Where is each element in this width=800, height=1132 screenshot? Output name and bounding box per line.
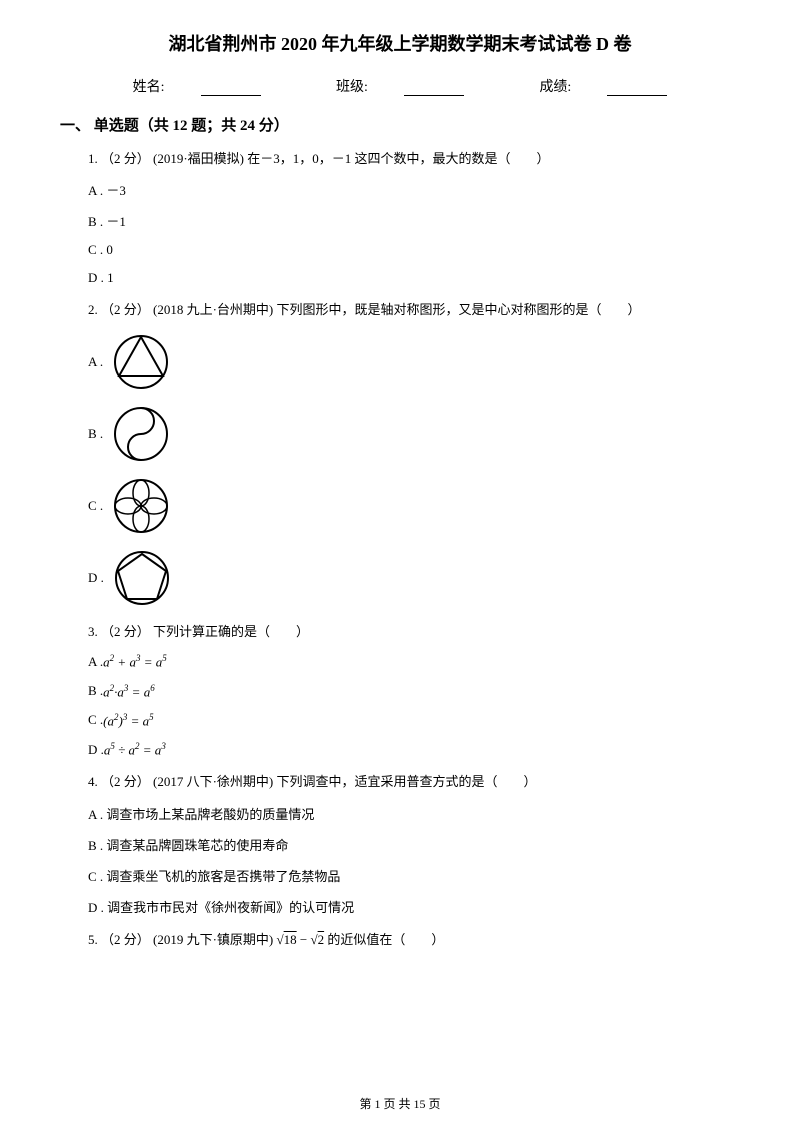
q2-optB-label: B .: [88, 426, 103, 442]
q4-option-b: B . 调查某品牌圆珠笔芯的使用寿命: [88, 835, 740, 854]
q5-suffix: 的近似值在（ ）: [327, 932, 444, 947]
q3-option-a: A . a2 + a3 = a5: [88, 653, 740, 670]
q3-optC-prefix: C .: [88, 712, 103, 728]
q2-text: 2. （2 分） (2018 九上·台州期中) 下列图形中，既是轴对称图形，又是…: [88, 298, 740, 321]
q3-option-c: C . (a2)3 = a5: [88, 712, 740, 729]
q3-option-b: B . a2·a3 = a6: [88, 683, 740, 700]
name-blank: [201, 82, 261, 96]
triangle-in-circle-icon: [111, 332, 171, 392]
q3-optC-formula: (a2)3 = a5: [103, 712, 153, 729]
q1-option-c: C . 0: [88, 242, 740, 258]
q3-text: 3. （2 分） 下列计算正确的是（ ）: [88, 620, 740, 643]
page-footer: 第 1 页 共 15 页: [0, 1095, 800, 1112]
q2-option-d: D .: [88, 548, 740, 608]
class-blank: [404, 82, 464, 96]
q3-optB-prefix: B .: [88, 683, 103, 699]
petals-in-circle-icon: [111, 476, 171, 536]
q1-option-a: A . －3: [88, 180, 740, 199]
yinyang-icon: [111, 404, 171, 464]
q2-optC-label: C .: [88, 498, 103, 514]
q5-formula: √18 − √2: [277, 932, 325, 947]
q2-optD-label: D .: [88, 570, 104, 586]
q2-option-b: B .: [88, 404, 740, 464]
q2-optA-label: A .: [88, 354, 103, 370]
score-label: 成绩:: [539, 80, 571, 95]
q3-optA-formula: a2 + a3 = a5: [103, 653, 167, 670]
q3-option-d: D . a5 ÷ a2 = a3: [88, 741, 740, 758]
q3-optA-prefix: A .: [88, 654, 103, 670]
q4-option-a: A . 调查市场上某品牌老酸奶的质量情况: [88, 804, 740, 823]
q1-option-b: B . －1: [88, 211, 740, 230]
q3-optD-prefix: D .: [88, 742, 104, 758]
class-label: 班级:: [336, 80, 368, 95]
section-1-header: 一、 单选题（共 12 题；共 24 分）: [60, 114, 740, 135]
q5-text: 5. （2 分） (2019 九下·镇原期中) √18 − √2 的近似值在（ …: [88, 928, 740, 951]
q4-option-c: C . 调查乘坐飞机的旅客是否携带了危禁物品: [88, 866, 740, 885]
q4-option-d: D . 调查我市市民对《徐州夜新闻》的认可情况: [88, 897, 740, 916]
pentagon-in-circle-icon: [112, 548, 172, 608]
q5-prefix: 5. （2 分） (2019 九下·镇原期中): [88, 932, 277, 947]
q3-optB-formula: a2·a3 = a6: [103, 683, 155, 700]
q2-option-a: A .: [88, 332, 740, 392]
q2-option-c: C .: [88, 476, 740, 536]
q4-text: 4. （2 分） (2017 八下·徐州期中) 下列调查中，适宜采用普查方式的是…: [88, 770, 740, 793]
q3-optD-formula: a5 ÷ a2 = a3: [104, 741, 166, 758]
q1-option-d: D . 1: [88, 270, 740, 286]
score-blank: [607, 82, 667, 96]
info-row: 姓名: 班级: 成绩:: [60, 76, 740, 96]
name-label: 姓名:: [133, 80, 165, 95]
q1-text: 1. （2 分） (2019·福田模拟) 在－3，1，0，－1 这四个数中，最大…: [88, 147, 740, 170]
page-title: 湖北省荆州市 2020 年九年级上学期数学期末考试试卷 D 卷: [60, 30, 740, 56]
